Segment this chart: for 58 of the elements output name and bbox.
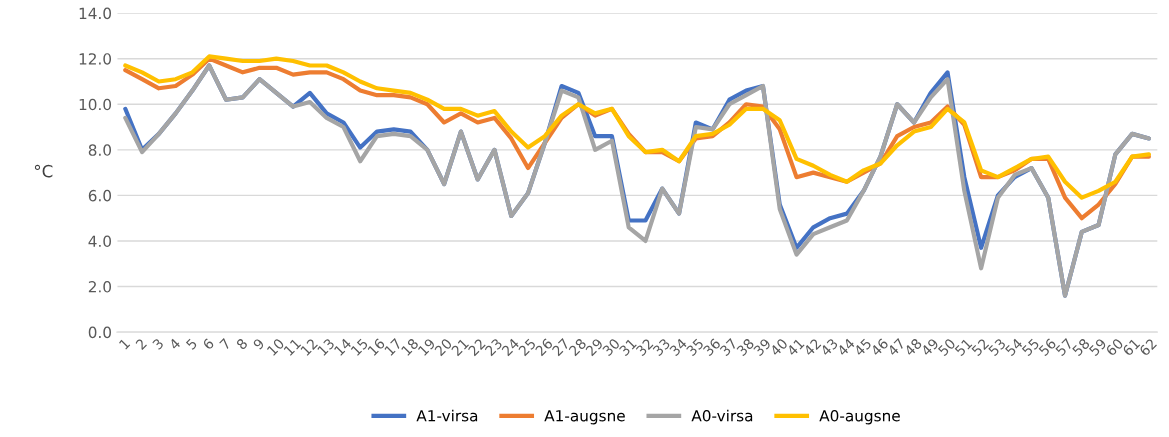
x-tick-label: 26 — [534, 337, 554, 357]
x-tick-label: 31 — [618, 338, 637, 357]
x-tick-label: 1 — [118, 338, 131, 350]
x-tick-label: 3 — [151, 337, 165, 351]
legend-label: A1-augsne — [544, 410, 625, 425]
legend-label: A0-augsne — [819, 409, 900, 425]
x-tick-label: 16 — [367, 337, 386, 356]
x-tick-label: 46 — [870, 337, 889, 357]
x-tick-label: 15 — [350, 338, 369, 356]
x-tick-label: 6 — [202, 337, 215, 351]
y-tick-label: 8.0 — [88, 144, 112, 156]
x-tick-label: 40 — [769, 337, 789, 357]
x-tick-label: 56 — [1038, 337, 1057, 357]
x-tick-label: 11 — [283, 338, 302, 356]
y-tick-label: 0.0 — [88, 326, 112, 339]
x-tick-label: 48 — [903, 337, 923, 357]
x-tick-label: 55 — [1021, 338, 1040, 357]
x-tick-label: 44 — [836, 337, 856, 357]
x-tick-label: 51 — [954, 338, 973, 357]
x-tick-label: 19 — [417, 337, 436, 356]
x-tick-label: 8 — [235, 337, 249, 351]
x-tick-label: 2 — [135, 338, 147, 350]
x-tick-label: 12 — [300, 338, 318, 356]
x-tick-label: 9 — [252, 337, 265, 351]
x-tick-label: 7 — [219, 338, 231, 350]
y-tick-label: 10.0 — [79, 98, 112, 111]
legend-label: A0-virsa — [691, 409, 753, 422]
x-tick-label: 32 — [635, 338, 654, 357]
x-tick-label: 41 — [786, 338, 805, 357]
y-tick-label: 14.0 — [79, 7, 112, 20]
y-tick-label: 4.0 — [88, 235, 112, 247]
x-tick-label: 28 — [568, 337, 587, 357]
x-tick-label: 18 — [400, 337, 419, 356]
y-tick-label: 12.0 — [79, 53, 112, 65]
x-tick-label: 59 — [1088, 337, 1107, 357]
x-tick-label: 22 — [467, 338, 486, 357]
x-tick-label: 14 — [333, 337, 352, 356]
x-tick-label: 23 — [484, 337, 503, 357]
legend-label: A1-virsa — [416, 409, 478, 422]
x-tick-label: 27 — [551, 337, 570, 357]
x-tick-label: 37 — [719, 337, 738, 357]
y-tick-label: 6.0 — [88, 189, 112, 202]
x-tick-label: 10 — [266, 337, 285, 356]
x-tick-label: 5 — [185, 338, 198, 351]
x-tick-label: 52 — [971, 338, 990, 357]
x-tick-label: 21 — [450, 338, 469, 357]
x-tick-label: 36 — [702, 337, 722, 357]
x-tick-label: 61 — [1122, 338, 1141, 357]
x-tick-label: 45 — [853, 338, 872, 357]
x-tick-label: 4 — [168, 337, 181, 351]
x-tick-label: 24 — [501, 337, 520, 357]
x-tick-label: 50 — [937, 337, 956, 357]
x-tick-label: 60 — [1105, 337, 1124, 357]
y-axis-title: °C — [34, 164, 53, 178]
x-tick-label: 13 — [316, 337, 335, 356]
y-tick-label: 2.0 — [88, 281, 112, 293]
line-series — [123, 63, 1152, 298]
x-tick-label: 17 — [384, 338, 402, 356]
